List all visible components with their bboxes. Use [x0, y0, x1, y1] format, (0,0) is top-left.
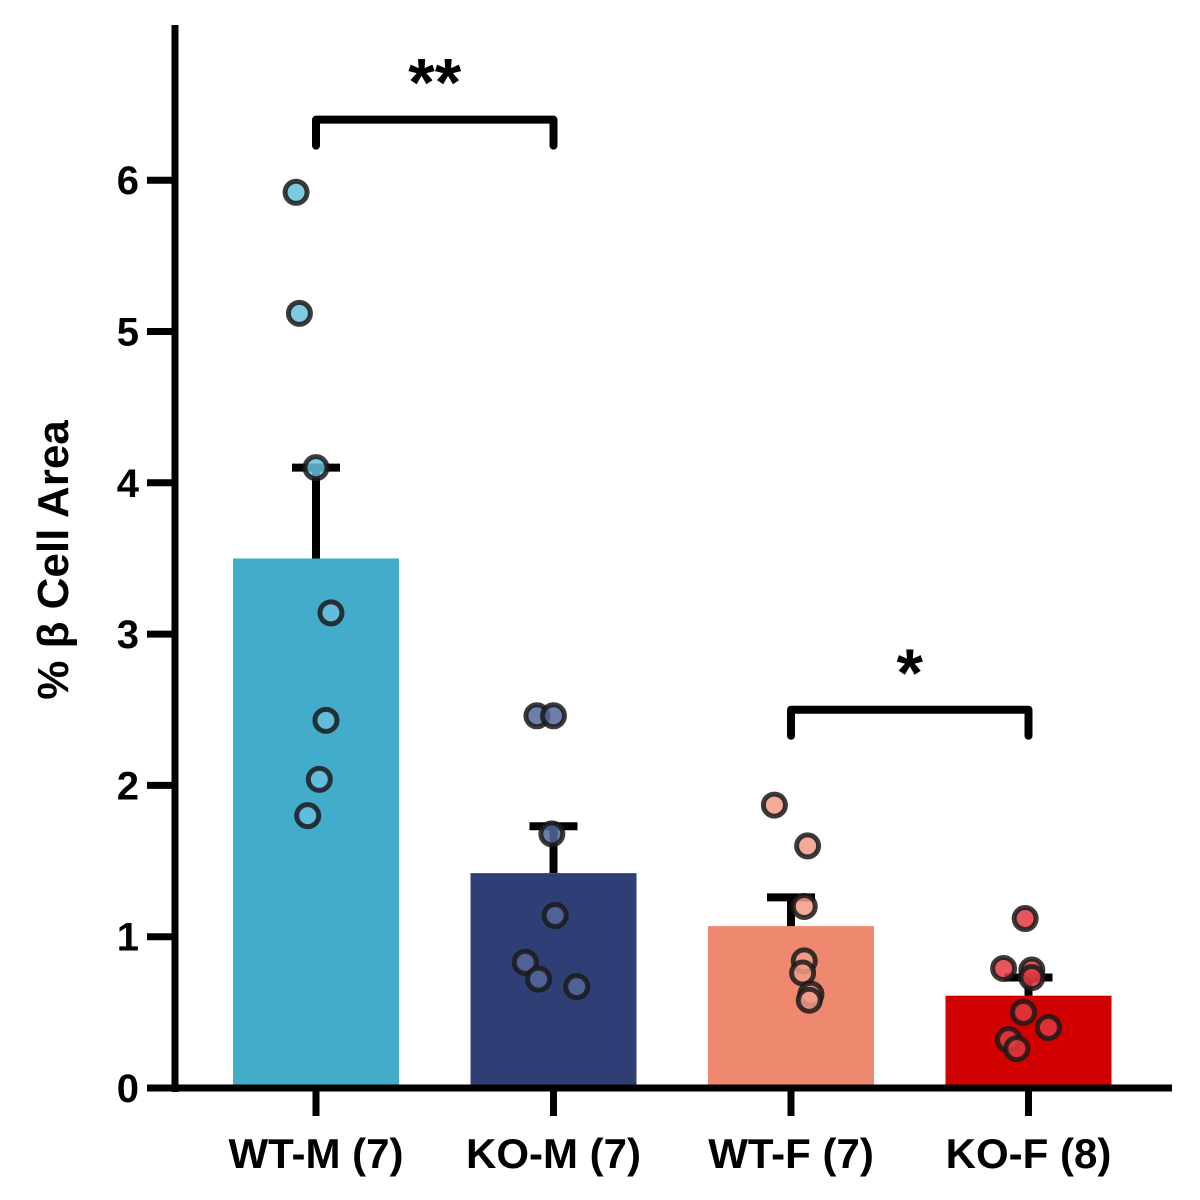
data-point: [525, 965, 553, 993]
significance-label-0: **: [408, 45, 461, 121]
data-point: [294, 802, 322, 830]
significance-label-1: *: [897, 635, 924, 711]
y-tick-label: 1: [117, 916, 139, 960]
data-point: [285, 299, 313, 327]
data-point: [1003, 1035, 1031, 1063]
significance-bracket-1: [787, 705, 1033, 740]
data-point: [540, 702, 567, 730]
significance-bracket-0: [312, 115, 558, 150]
x-tick-label: KO-M (7): [466, 1130, 641, 1177]
data-point: [1018, 964, 1046, 992]
x-tick-label: KO-F (8): [946, 1130, 1112, 1177]
data-point: [795, 986, 823, 1014]
data-point: [302, 454, 330, 482]
y-tick-label: 3: [117, 613, 139, 657]
data-point: [990, 954, 1018, 982]
data-point: [538, 820, 566, 848]
data-point: [511, 948, 539, 976]
x-tick-label: WT-F (7): [708, 1130, 874, 1177]
data-point: [282, 178, 310, 206]
x-tick-label: WT-M (7): [229, 1130, 404, 1177]
data-point: [790, 892, 818, 920]
data-point: [1034, 1013, 1062, 1041]
bar-2: [708, 926, 874, 1088]
y-tick-label: 0: [117, 1067, 139, 1111]
data-point: [317, 599, 345, 627]
y-tick-label: 6: [117, 159, 139, 203]
y-axis-title: % β Cell Area: [29, 420, 78, 700]
data-point: [312, 706, 340, 734]
data-point: [1011, 905, 1039, 933]
y-tick-label: 5: [117, 311, 139, 355]
data-point: [760, 791, 788, 819]
y-tick-label: 4: [117, 462, 140, 506]
data-point: [541, 902, 569, 930]
data-point: [794, 832, 822, 860]
data-point: [305, 765, 333, 793]
data-point: [563, 973, 591, 1001]
data-point: [1010, 998, 1038, 1026]
y-tick-label: 2: [117, 764, 139, 808]
